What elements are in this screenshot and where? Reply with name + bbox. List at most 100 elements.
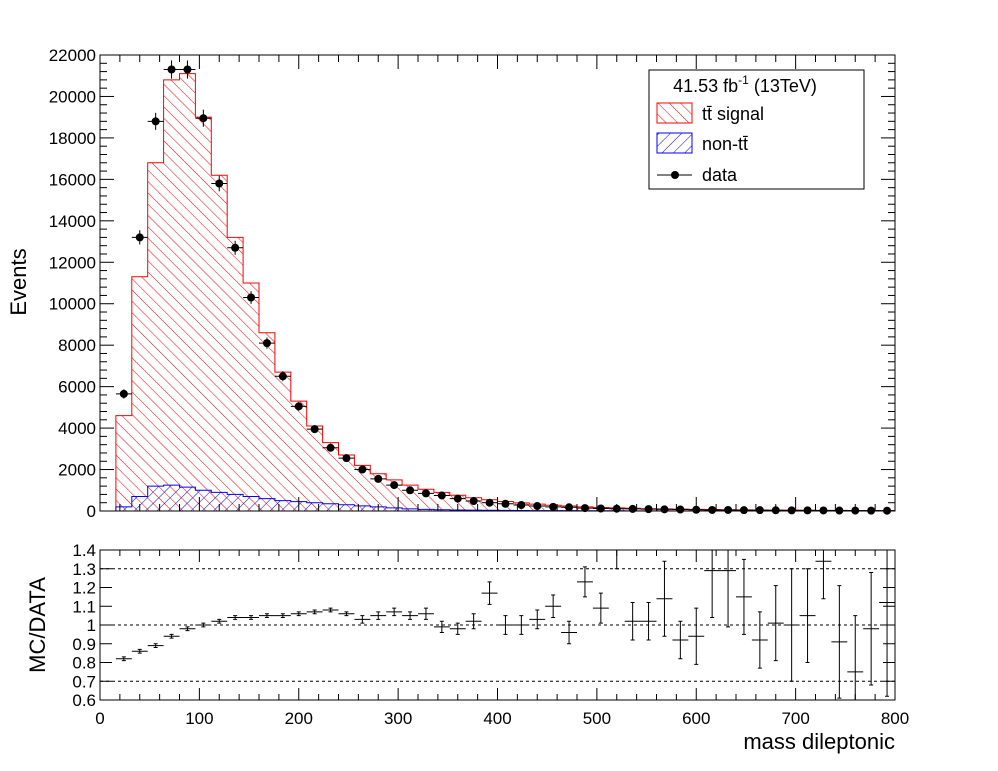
data-point: [799, 506, 816, 515]
data-point: [656, 505, 673, 514]
data-point-marker: [278, 372, 287, 381]
y-tick-label: 16000: [49, 170, 96, 189]
y-tick-label: 18000: [49, 129, 96, 148]
y-tick-label: 10000: [49, 295, 96, 314]
y-tick-label: 12000: [49, 253, 96, 272]
data-point: [513, 500, 530, 509]
data-point-marker: [453, 494, 462, 503]
ratio-point: [243, 615, 259, 620]
ratio-point: [290, 611, 307, 617]
data-point: [163, 60, 180, 79]
legend-header: 41.53 fb-1 (13TeV): [673, 73, 817, 96]
data-point: [259, 337, 275, 349]
y-tick-label: 8000: [58, 336, 96, 355]
legend-swatch-background: [656, 132, 693, 154]
data-point-marker: [819, 506, 828, 515]
ratio-point: [259, 613, 275, 618]
data-point-marker: [708, 505, 717, 514]
data-point: [815, 506, 832, 515]
data-point-marker: [358, 465, 367, 474]
ratio-point: [147, 643, 164, 648]
ratio-axis-ticks: 0.60.70.80.911.11.21.31.4 0 100 200 300 400 50…: [72, 541, 909, 728]
data-point: [577, 504, 593, 513]
main-axis-ticks: 0 2000 4000 6000 8000 10000 12000 14000 16000 180…: [49, 46, 896, 521]
data-point: [624, 504, 641, 513]
ratio-point: [736, 558, 752, 635]
ratio-point: [370, 611, 387, 620]
ratio-point: [481, 581, 498, 605]
ratio-point: [577, 566, 593, 598]
legend-swatch-data-marker: [671, 171, 679, 179]
ratio-point: [163, 633, 180, 639]
ratio-x-axis-title: mass dileptonic: [743, 729, 895, 754]
data-point-marker: [755, 506, 764, 515]
ratio-point: [815, 549, 832, 600]
data-point-marker: [676, 505, 685, 514]
legend-label-data: data: [702, 165, 738, 185]
data-point-marker: [215, 179, 224, 188]
data-point: [418, 489, 434, 498]
data-point-marker: [294, 402, 303, 411]
data-point-marker: [485, 498, 494, 507]
data-point-marker: [803, 506, 812, 515]
data-point-marker: [247, 293, 256, 302]
ratio-point: [115, 656, 132, 662]
data-point-marker: [437, 491, 446, 500]
data-point-marker: [135, 233, 144, 242]
ratio-points-layer: [115, 549, 895, 701]
data-point-marker: [421, 489, 430, 498]
legend: 41.53 fb-1 (13TeV) tt̄ signal non-tt̄ da…: [648, 69, 865, 190]
data-point-marker: [199, 114, 208, 123]
ratio-point: [863, 572, 880, 686]
ratio-y-tick-label: 1.4: [72, 541, 96, 560]
data-point-marker: [326, 443, 335, 452]
data-point: [640, 505, 657, 514]
data-point-marker: [119, 389, 128, 398]
ratio-x-tick-label: 300: [384, 709, 412, 728]
ratio-point: [624, 602, 641, 641]
ratio-point: [306, 609, 323, 615]
y-tick-label: 20000: [49, 87, 96, 106]
data-point-marker: [374, 474, 383, 483]
y-tick-label: 2000: [58, 461, 96, 480]
ratio-point: [211, 618, 228, 624]
ratio-x-tick-label: 500: [583, 709, 611, 728]
ratio-point: [433, 620, 450, 633]
data-point-marker: [151, 117, 160, 126]
data-point-marker: [342, 454, 351, 463]
data-point-marker: [724, 505, 733, 514]
data-point: [290, 401, 307, 411]
ratio-point: [529, 609, 546, 630]
ratio-point: [704, 549, 721, 618]
ratio-point: [672, 620, 689, 660]
data-point: [227, 240, 244, 255]
data-point: [736, 506, 752, 515]
data-point-marker: [787, 506, 796, 515]
ratio-point: [831, 585, 848, 699]
legend-box: [648, 69, 865, 190]
ratio-point: [179, 626, 196, 632]
data-point: [497, 499, 514, 508]
data-point: [481, 498, 498, 507]
ratio-x-tick-label: 400: [483, 709, 511, 728]
data-point-marker: [501, 499, 510, 508]
data-point: [751, 506, 768, 515]
data-point: [561, 503, 577, 512]
ratio-point: [513, 615, 530, 635]
data-point: [115, 389, 132, 399]
ratio-y-tick-label: 1.1: [72, 597, 96, 616]
data-point: [195, 109, 212, 127]
y-tick-label: 4000: [58, 419, 96, 438]
data-point-marker: [167, 65, 176, 74]
ratio-point: [545, 594, 562, 618]
data-point: [433, 491, 450, 500]
ratio-point: [131, 648, 148, 654]
data-point-marker: [628, 504, 637, 513]
ratio-y-tick-label: 0.6: [72, 691, 96, 710]
y-tick-label: 14000: [49, 212, 96, 231]
data-point: [322, 443, 339, 452]
ratio-x-tick-label: 600: [682, 709, 710, 728]
ratio-point: [656, 560, 673, 637]
ratio-x-tick-label: 100: [185, 709, 213, 728]
ratio-y-tick-label: 0.8: [72, 654, 96, 673]
